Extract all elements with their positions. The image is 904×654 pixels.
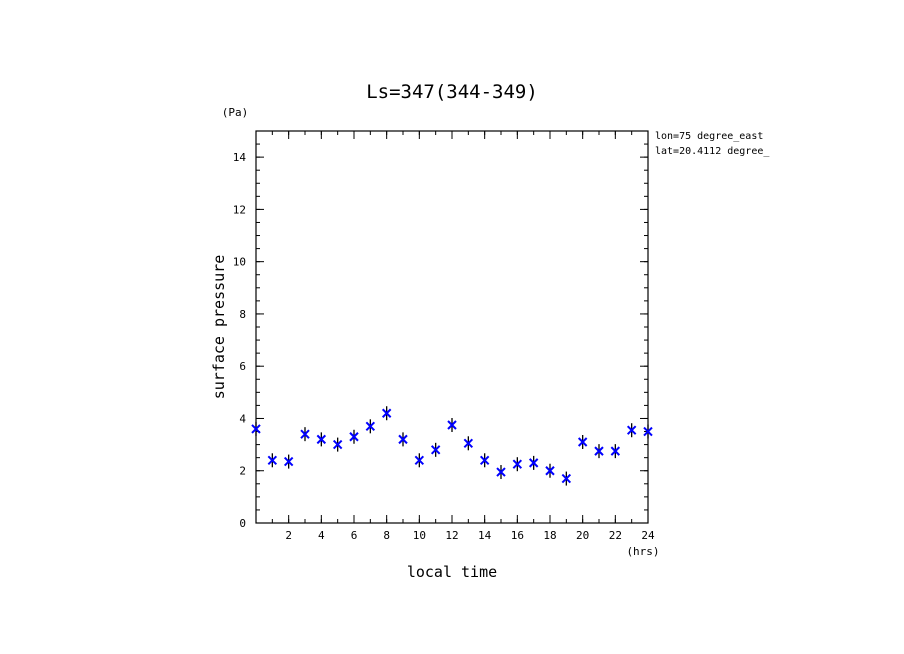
x-tick-label: 18 bbox=[543, 529, 556, 542]
y-tick-label: 14 bbox=[233, 151, 247, 164]
data-point bbox=[365, 419, 376, 434]
point-marker bbox=[381, 408, 392, 418]
point-marker bbox=[332, 439, 343, 450]
point-marker bbox=[496, 467, 506, 477]
point-marker bbox=[349, 432, 359, 442]
point-marker bbox=[512, 459, 523, 469]
longitude-annotation: lon=75 degree_east bbox=[655, 131, 763, 142]
data-point bbox=[545, 463, 555, 478]
data-point bbox=[626, 423, 637, 438]
y-tick-label: 4 bbox=[239, 412, 246, 425]
point-marker bbox=[283, 456, 294, 467]
data-points bbox=[251, 406, 653, 486]
data-point bbox=[479, 453, 490, 468]
point-marker bbox=[430, 445, 441, 455]
point-marker bbox=[561, 473, 572, 484]
data-point bbox=[332, 437, 343, 452]
point-marker bbox=[414, 455, 425, 465]
x-tick-label: 12 bbox=[445, 529, 458, 542]
x-axis-label: local time bbox=[407, 563, 497, 581]
point-marker bbox=[528, 458, 539, 468]
x-tick-label: 10 bbox=[413, 529, 426, 542]
point-marker bbox=[577, 437, 588, 447]
data-point bbox=[430, 442, 441, 457]
y-tick-label: 6 bbox=[239, 360, 246, 373]
point-marker bbox=[398, 434, 408, 445]
data-point bbox=[594, 444, 604, 459]
data-point bbox=[349, 429, 359, 444]
y-tick-label: 2 bbox=[239, 465, 246, 478]
point-marker bbox=[610, 446, 621, 456]
data-point bbox=[381, 406, 392, 421]
data-point bbox=[283, 454, 294, 469]
data-point bbox=[316, 432, 327, 447]
data-point bbox=[610, 444, 621, 459]
data-point bbox=[463, 436, 474, 451]
point-marker bbox=[479, 455, 490, 465]
data-point bbox=[528, 455, 539, 470]
y-axis-label: surface pressure bbox=[210, 255, 228, 400]
axis-ticks bbox=[256, 131, 649, 524]
data-point bbox=[267, 453, 278, 468]
x-tick-label: 14 bbox=[478, 529, 492, 542]
data-point bbox=[561, 471, 572, 486]
x-tick-label: 8 bbox=[383, 529, 390, 542]
chart-title: Ls=347(344-349) bbox=[366, 81, 538, 103]
x-tick-label: 16 bbox=[511, 529, 524, 542]
data-point bbox=[414, 453, 425, 468]
plot-frame bbox=[255, 130, 649, 524]
x-tick-label: 6 bbox=[351, 529, 358, 542]
y-tick-label: 8 bbox=[239, 308, 246, 321]
point-marker bbox=[316, 434, 327, 445]
point-marker bbox=[365, 421, 376, 432]
point-marker bbox=[463, 438, 474, 449]
point-marker bbox=[643, 426, 653, 437]
y-unit-label: (Pa) bbox=[222, 106, 249, 119]
x-tick-label: 22 bbox=[609, 529, 622, 542]
x-tick-label: 20 bbox=[576, 529, 589, 542]
point-marker bbox=[594, 446, 604, 456]
data-point bbox=[447, 418, 457, 432]
x-tick-label: 4 bbox=[318, 529, 325, 542]
data-point bbox=[251, 421, 261, 436]
point-marker bbox=[300, 429, 310, 439]
point-marker bbox=[267, 455, 278, 465]
data-point bbox=[496, 465, 506, 480]
data-point bbox=[512, 457, 523, 472]
latitude-annotation: lat=20.4112 degree_ bbox=[655, 146, 770, 157]
data-point bbox=[300, 427, 310, 442]
data-point bbox=[398, 432, 408, 447]
x-unit-label: (hrs) bbox=[626, 545, 659, 558]
point-marker bbox=[545, 466, 555, 476]
data-point bbox=[577, 434, 588, 449]
point-marker bbox=[447, 420, 457, 430]
data-point bbox=[643, 424, 653, 439]
y-tick-label: 10 bbox=[233, 256, 246, 269]
point-marker bbox=[626, 425, 637, 435]
x-tick-label: 2 bbox=[285, 529, 292, 542]
y-tick-label: 12 bbox=[233, 203, 246, 216]
x-tick-label: 24 bbox=[641, 529, 655, 542]
y-tick-label: 0 bbox=[239, 517, 246, 530]
point-marker bbox=[251, 424, 261, 434]
